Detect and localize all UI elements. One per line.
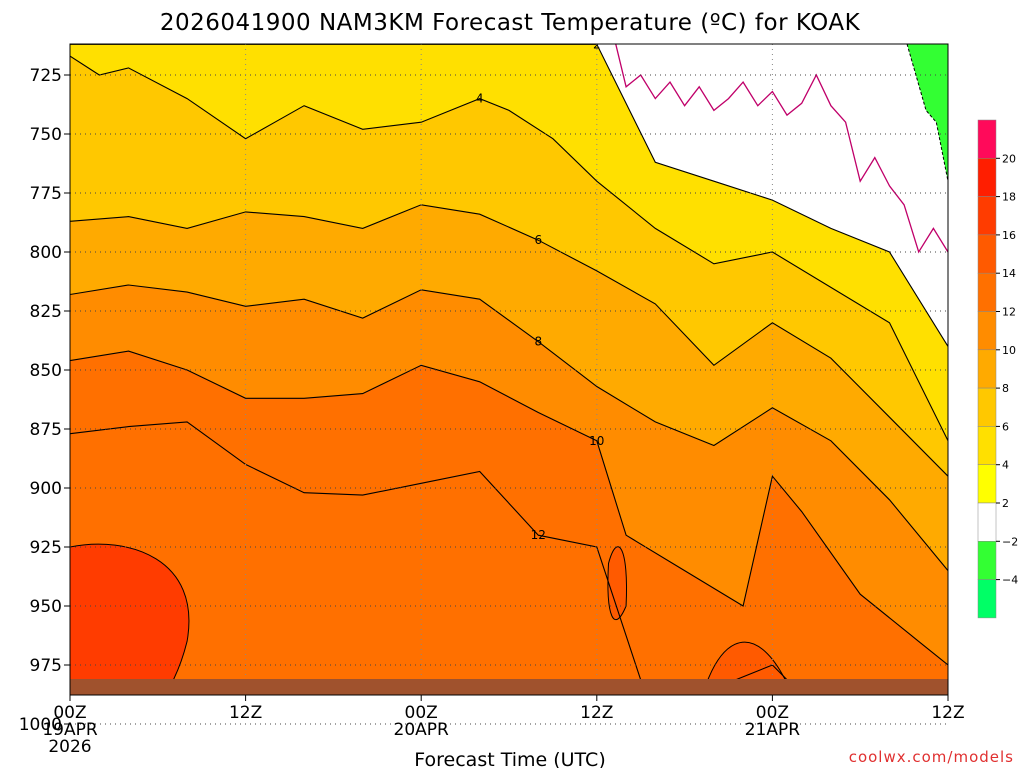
colorbar-label-18: 18 — [1002, 191, 1016, 204]
isotherm-2c-label: 2 — [593, 37, 601, 51]
y-tick-label-725: 725 — [30, 66, 62, 86]
colorbar-label-6: 6 — [1002, 420, 1009, 433]
y-tick-label-825: 825 — [30, 302, 62, 322]
x-tick-label-0-2: 2026 — [48, 737, 91, 757]
colorbar-label-16: 16 — [1002, 229, 1016, 242]
colorbar-label-−4: −4 — [1002, 574, 1018, 587]
y-tick-label-775: 775 — [30, 184, 62, 204]
colorbar-swatch-9 — [977, 464, 997, 504]
colorbar-swatch-2 — [977, 196, 997, 236]
colorbar-swatch-11 — [977, 541, 997, 580]
y-tick-label-900: 900 — [30, 479, 62, 499]
warm-core-14c-early — [70, 543, 190, 679]
isotherm-12c-label: 12 — [531, 528, 546, 542]
x-tick-label-48-1: 21APR — [745, 720, 801, 740]
colorbar-label-4: 4 — [1002, 459, 1009, 472]
x-tick-label-36-0: 12Z — [580, 703, 613, 723]
cold-pocket-minus2c — [906, 44, 948, 182]
isotherm-10c-line — [70, 350, 948, 666]
x-tick-label-0-1: 19APR — [42, 720, 98, 740]
colorbar-swatch-6 — [977, 349, 997, 389]
colorbar-swatch-0 — [977, 119, 997, 159]
plot-area: 2 4 6 8 10 12 — [69, 37, 949, 725]
isotherm-6c-line — [70, 204, 948, 477]
y-tick-label-975: 975 — [30, 656, 62, 676]
y-tick-label-950: 950 — [30, 597, 62, 617]
colorbar-swatch-5 — [977, 311, 997, 351]
isotherm-0c-line — [615, 44, 948, 254]
colorbar-label-10: 10 — [1002, 344, 1016, 357]
isotherm-4c-label: 4 — [476, 92, 484, 106]
chart-title: 2026041900 NAM3KM Forecast Temperature (… — [160, 10, 861, 36]
y-tick-label-925: 925 — [30, 538, 62, 558]
colorbar-swatch-7 — [977, 387, 997, 427]
isotherm-10c-label: 10 — [589, 434, 604, 448]
colorbar-label-8: 8 — [1002, 382, 1009, 395]
isotherm-4c-line — [70, 55, 948, 442]
isotherm-8c-label: 8 — [534, 335, 542, 349]
y-tick-label-750: 750 — [30, 125, 62, 145]
colorbar-swatch-8 — [977, 426, 997, 465]
y-tick-label-850: 850 — [30, 361, 62, 381]
colorbar-swatch-12 — [977, 579, 997, 619]
y-tick-label-1000: 1000 — [19, 715, 62, 735]
x-tick-label-0-0: 00Z — [53, 703, 86, 723]
ground-strip — [70, 679, 948, 695]
y-tick-label-800: 800 — [30, 243, 62, 263]
warm-pocket-mid — [607, 546, 628, 620]
isotherm-8c-line — [70, 284, 948, 571]
isotherm-6c-label: 6 — [534, 233, 542, 247]
colorbar-label-2: 2 — [1002, 497, 1009, 510]
colorbar-swatch-4 — [977, 272, 997, 312]
colorbar-swatch-10 — [977, 502, 997, 542]
y-axis: 725 750 775 800 825 850 875 900 925 950 975 1000 — [19, 66, 70, 735]
colorbar-label-14: 14 — [1002, 267, 1016, 280]
band-below-2c — [70, 44, 948, 347]
x-axis-label: Forecast Time (UTC) — [414, 749, 605, 768]
x-tick-label-12-0: 12Z — [229, 703, 262, 723]
colorbar-label-12: 12 — [1002, 306, 1016, 319]
credit-text[interactable]: coolwx.com/models — [849, 748, 1014, 766]
colorbar-label-−2: −2 — [1002, 535, 1018, 548]
x-tick-label-24-1: 20APR — [394, 720, 450, 740]
x-tick-label-24-0: 00Z — [405, 703, 438, 723]
warm-core-regions — [70, 543, 786, 679]
colorbar-label-20: 20 — [1002, 152, 1016, 165]
warm-core-14c-late — [707, 641, 786, 679]
colorbar-swatch-1 — [977, 158, 997, 197]
isotherm-12c-line — [70, 421, 788, 679]
x-tick-label-48-0: 00Z — [756, 703, 789, 723]
colorbar-swatch-3 — [977, 234, 997, 274]
y-tick-label-875: 875 — [30, 420, 62, 440]
x-tick-label-60-0: 12Z — [931, 703, 964, 723]
colorbar: 20 18 16 14 12 10 8 6 4 2 −2 −4 — [977, 119, 1018, 619]
temperature-fill — [70, 44, 948, 679]
